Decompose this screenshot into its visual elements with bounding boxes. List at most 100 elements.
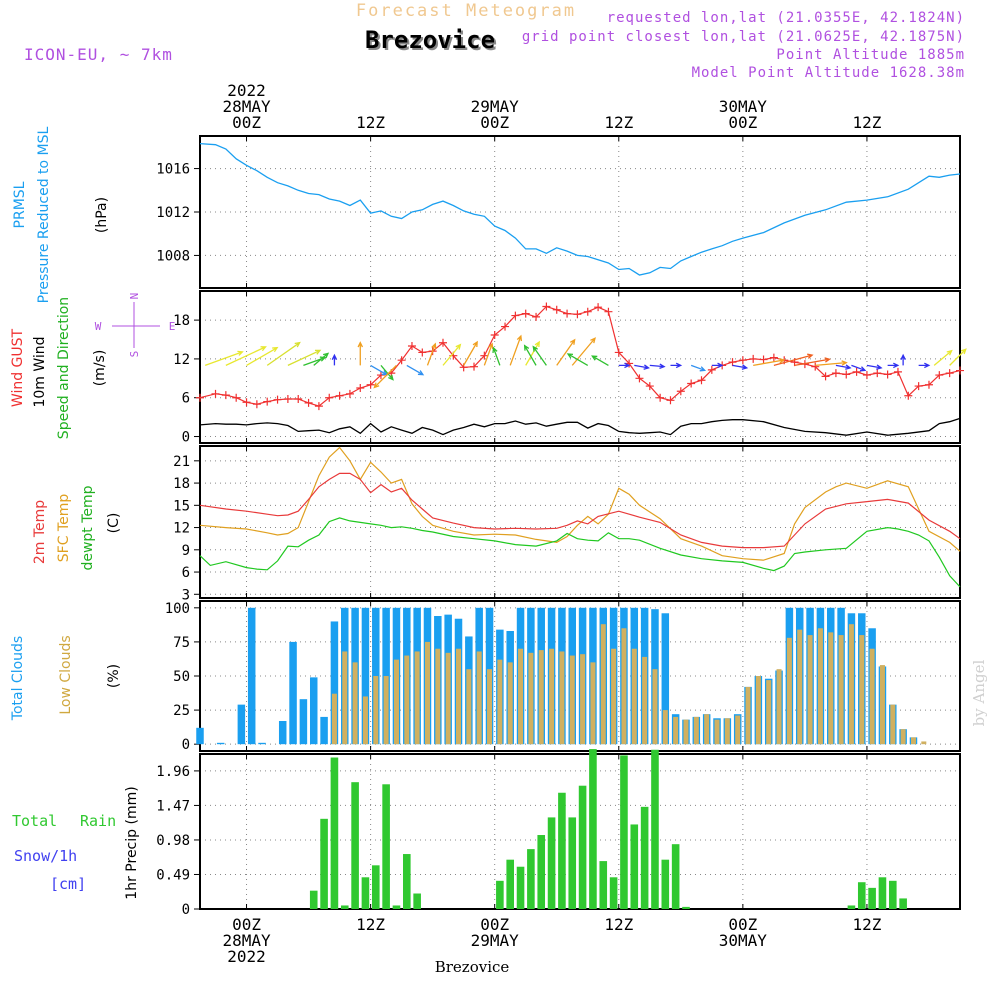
wind-arrow [426, 342, 437, 366]
low-cloud-bar [869, 648, 875, 745]
gust-marker [252, 400, 261, 409]
wind-arrow [556, 338, 576, 366]
precip-bar [671, 844, 680, 909]
clouds-label-b: Low Clouds [58, 635, 74, 714]
gust-marker [614, 348, 623, 357]
gust-marker [811, 362, 820, 371]
gust-marker [583, 307, 592, 316]
precip-bar [620, 755, 628, 909]
wind-arrow [794, 357, 831, 367]
wind-arrow [246, 346, 279, 366]
gust-marker [645, 382, 654, 391]
clouds-unit: (%) [106, 664, 122, 688]
model-altitude: Model Point Altitude 1628.38m [692, 65, 965, 81]
low-cloud-bar [776, 669, 782, 745]
gust-marker [196, 393, 204, 402]
gust-marker [335, 391, 344, 400]
precip-bar [527, 849, 535, 909]
gust-marker [356, 384, 365, 393]
gust-marker [842, 370, 851, 379]
precip-bar [651, 749, 659, 909]
total-cloud-bar [216, 742, 225, 745]
precip-bar [878, 877, 887, 909]
low-cloud-bar [766, 680, 772, 745]
wind-arrow [732, 364, 749, 370]
compass-n: N [128, 293, 141, 300]
total-cloud-bar [330, 621, 339, 745]
bottom-axis-label: 30MAY [719, 931, 768, 950]
gust-marker [573, 310, 582, 319]
gust-marker [852, 367, 861, 376]
precip-bar [382, 784, 390, 909]
sfc-temp-line [199, 446, 961, 561]
gust-marker [397, 356, 406, 365]
low-cloud-bar [786, 637, 792, 745]
temperature-panel: 3 6 9 12 15 18 21 [173, 445, 961, 603]
wind-arrow [331, 353, 338, 366]
low-cloud-bar [848, 624, 854, 745]
gust-marker [480, 351, 489, 360]
gust-marker [604, 307, 613, 316]
precip-label-total: Total [12, 812, 57, 830]
low-cloud-bar [652, 669, 658, 745]
clouds-panel: 0 25 50 75 100 [165, 600, 961, 753]
gust-marker [945, 369, 954, 378]
precip-label-cm: [cm] [50, 875, 86, 893]
gust-marker [656, 393, 665, 402]
precip-ytick-label: 1.96 [156, 764, 190, 780]
precip-unit: 1hr Precip (mm) [124, 786, 140, 899]
gust-marker [728, 358, 737, 367]
pressure-line [199, 142, 961, 276]
top-axis-label: 00Z [728, 113, 757, 132]
gust-marker [821, 372, 830, 381]
precip-ytick-label: 1.47 [156, 798, 190, 814]
wind-arrow [571, 337, 596, 366]
requested-coords: requested lon,lat (21.0355E, 42.1824N) [607, 10, 965, 26]
low-cloud-bar [393, 659, 399, 745]
low-cloud-bar [900, 729, 906, 745]
gust-marker [273, 395, 282, 404]
wind-ytick-label: 18 [173, 313, 190, 329]
total-cloud-bar [661, 613, 670, 745]
wind-arrow [773, 353, 814, 367]
compass-e: E [169, 320, 176, 333]
pressure-ytick-label: 1016 [156, 162, 190, 178]
temp-frame [199, 445, 961, 599]
location-title: Brezovice [365, 26, 495, 54]
wind-arrow [525, 340, 540, 366]
gust-marker [769, 353, 778, 362]
wind-speed-line [199, 417, 961, 436]
low-cloud-bar [642, 656, 648, 745]
temp-ytick-label: 18 [173, 476, 190, 492]
bottom-axis-label: 28MAY [222, 931, 271, 950]
low-cloud-bar [580, 654, 586, 745]
low-cloud-bar [910, 737, 916, 745]
gust-marker [635, 374, 644, 383]
low-cloud-bar [600, 624, 606, 745]
low-cloud-bar [528, 652, 534, 745]
temp-ytick-label: 15 [173, 498, 190, 514]
pressure-ytick-label: 1012 [156, 205, 190, 221]
precip-bar [320, 818, 328, 909]
low-cloud-bar [559, 651, 565, 745]
bottom-axis-label: 00Z [728, 915, 757, 934]
low-cloud-bar [621, 628, 627, 745]
precip-bar [309, 890, 318, 909]
wind-label-a: Wind GUST [10, 328, 26, 407]
bottom-axis-label: 00Z [480, 915, 509, 934]
gust-marker [304, 398, 313, 407]
low-cloud-bar [476, 651, 482, 745]
gust-marker [935, 371, 944, 380]
precip-bar [537, 835, 546, 909]
top-axis-label: 12Z [356, 113, 385, 132]
wind-arrow [266, 341, 301, 366]
low-cloud-bar [921, 741, 927, 745]
gust-marker [542, 302, 551, 311]
precip-bar [888, 880, 897, 909]
low-cloud-bar [487, 669, 493, 745]
gust-marker [532, 312, 541, 321]
precip-label-rain: Rain [80, 812, 116, 830]
compass-s: S [128, 351, 141, 358]
low-cloud-bar [497, 659, 503, 745]
